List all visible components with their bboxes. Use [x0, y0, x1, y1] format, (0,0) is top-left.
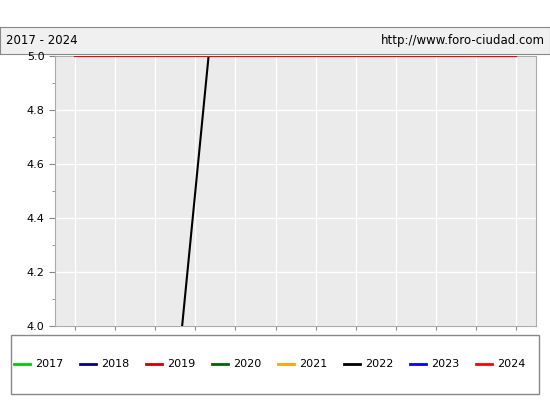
Bar: [11, 335, 539, 394]
Text: 2017 - 2024: 2017 - 2024: [6, 34, 77, 47]
Text: http://www.foro-ciudad.com: http://www.foro-ciudad.com: [381, 34, 544, 47]
Text: 2024: 2024: [497, 360, 525, 370]
Text: 2023: 2023: [431, 360, 459, 370]
Text: 2021: 2021: [299, 360, 327, 370]
Text: 2018: 2018: [101, 360, 129, 370]
Text: 2022: 2022: [365, 360, 393, 370]
Text: 2019: 2019: [167, 360, 195, 370]
Text: Evolucion num de emigrantes en Viloria de Rioja: Evolucion num de emigrantes en Viloria d…: [97, 6, 453, 21]
Text: 2020: 2020: [233, 360, 261, 370]
Text: 2017: 2017: [35, 360, 63, 370]
